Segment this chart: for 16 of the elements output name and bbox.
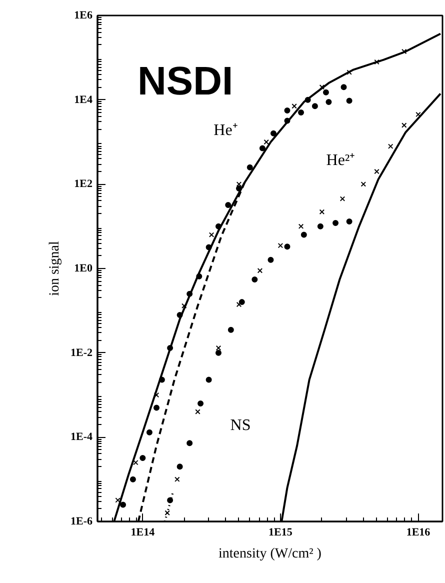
y-tick-label: 1E6 <box>74 10 93 22</box>
x-tick-label: 1E15 <box>268 526 293 538</box>
y-tick-label: 1E0 <box>74 262 93 274</box>
annotation: He²⁺ <box>326 152 355 169</box>
y-tick-label: 1E2 <box>74 178 93 190</box>
y-axis-title: ion signal <box>48 240 62 296</box>
y-tick-label: 1E-2 <box>70 346 93 359</box>
x-axis-title: intensity (W/cm² ) <box>218 546 322 562</box>
x-tick-label: 1E16 <box>406 526 431 538</box>
x-tick-label: 1E14 <box>130 526 156 538</box>
text: NSDI <box>138 60 234 104</box>
y-tick-label: 1E-6 <box>70 516 93 528</box>
y-tick-label: 1E4 <box>74 94 93 106</box>
annotation: NS <box>230 417 251 434</box>
annotation: He⁺ <box>214 122 238 139</box>
y-tick-label: 1E-4 <box>70 431 93 444</box>
